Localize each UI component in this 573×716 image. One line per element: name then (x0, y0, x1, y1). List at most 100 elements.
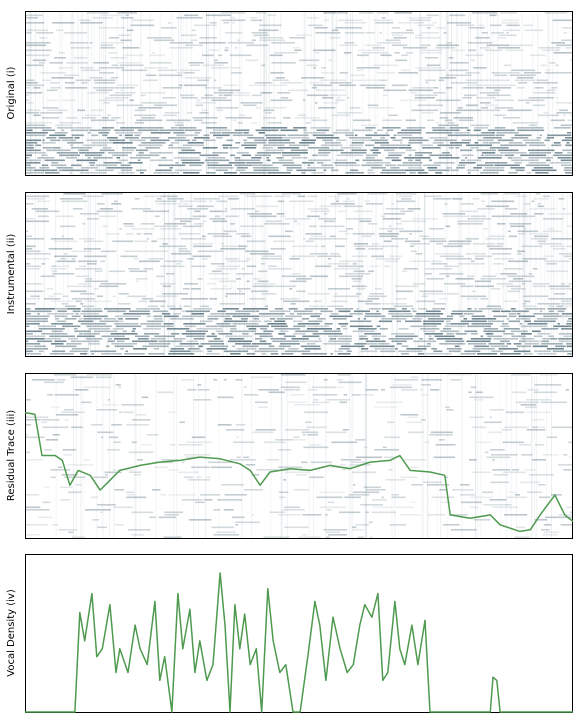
texture-cell (200, 494, 220, 496)
texture-cell (552, 427, 573, 429)
texture-cell (207, 283, 216, 285)
texture-cell (566, 507, 573, 509)
texture-cell (288, 348, 299, 350)
texture-cell (516, 527, 525, 529)
texture-cell (184, 85, 207, 87)
texture-cell (544, 524, 552, 526)
texture-cell (285, 351, 310, 353)
texture-cell (555, 152, 563, 154)
texture-cell (313, 135, 334, 137)
texture-cell (507, 318, 509, 320)
texture-cell (121, 256, 138, 258)
texture-cell (187, 389, 196, 391)
texture-cell (101, 251, 116, 253)
texture-cell (162, 97, 175, 99)
texture-column (369, 11, 370, 175)
texture-cell (151, 132, 171, 134)
texture-cell (352, 140, 370, 142)
texture-cell (135, 135, 140, 137)
texture-cell (517, 231, 538, 233)
texture-cell (51, 162, 58, 164)
texture-cell (388, 115, 397, 117)
texture-column (264, 11, 265, 175)
texture-cell (303, 534, 307, 536)
texture-cell (141, 92, 166, 94)
texture-cell (186, 331, 208, 333)
texture-cell (416, 313, 443, 315)
texture-column (313, 373, 314, 538)
texture-column (477, 11, 478, 175)
texture-column (262, 192, 263, 356)
texture-cell (182, 311, 185, 313)
texture-cell (80, 303, 83, 305)
texture-cell (427, 120, 434, 122)
texture-cell (495, 127, 506, 129)
texture-column (511, 11, 512, 175)
texture-cell (182, 499, 203, 501)
texture-cell (99, 301, 111, 303)
texture-cell (402, 346, 409, 348)
texture-cell (535, 384, 562, 386)
texture-column (180, 11, 181, 175)
texture-cell (42, 117, 59, 119)
texture-cell (150, 152, 173, 154)
texture-cell (467, 326, 491, 328)
texture-cell (429, 338, 434, 340)
texture-cell (565, 172, 573, 174)
texture-cell (241, 145, 256, 147)
texture-cell (109, 437, 119, 439)
texture-cell (25, 162, 40, 164)
texture-cell (85, 509, 111, 511)
texture-cell (538, 115, 551, 117)
texture-cell (475, 258, 484, 260)
texture-cell (217, 499, 242, 501)
texture-cell (514, 343, 522, 345)
texture-cell (51, 477, 56, 479)
texture-cell (400, 477, 417, 479)
texture-cell (318, 152, 330, 154)
texture-column (490, 192, 491, 356)
texture-column (233, 192, 234, 356)
texture-column (536, 373, 537, 538)
texture-cell (25, 238, 44, 240)
texture-cell (154, 105, 177, 107)
texture-cell (179, 127, 197, 129)
texture-column (114, 373, 115, 538)
texture-cell (112, 155, 128, 157)
texture-cell (101, 193, 123, 195)
texture-cell (308, 389, 317, 391)
texture-column (487, 11, 488, 175)
texture-cell (292, 246, 319, 248)
texture-column (418, 192, 419, 356)
texture-cell (513, 122, 538, 124)
texture-cell (484, 331, 506, 333)
texture-cell (118, 62, 140, 64)
texture-cell (564, 336, 573, 338)
texture-cell (178, 251, 190, 253)
texture-column (214, 11, 215, 175)
texture-cell (305, 348, 321, 350)
texture-cell (182, 162, 204, 164)
texture-cell (415, 97, 435, 99)
texture-column (88, 11, 89, 175)
texture-cell (55, 125, 72, 127)
texture-cell (428, 336, 431, 338)
texture-cell (73, 311, 81, 313)
texture-cell (308, 165, 310, 167)
texture-cell (405, 170, 425, 172)
texture-cell (184, 477, 193, 479)
texture-cell (245, 60, 258, 62)
texture-column (251, 373, 252, 538)
texture-cell (285, 382, 306, 384)
texture-cell (465, 157, 467, 159)
texture-cell (461, 286, 474, 288)
texture-cell (57, 167, 73, 169)
texture-cell (382, 308, 396, 310)
texture-cell (509, 142, 523, 144)
texture-cell (358, 537, 364, 539)
texture-cell (44, 298, 61, 300)
texture-cell (124, 353, 145, 355)
texture-cell (338, 266, 364, 268)
texture-cell (292, 157, 303, 159)
texture-cell (208, 233, 229, 235)
